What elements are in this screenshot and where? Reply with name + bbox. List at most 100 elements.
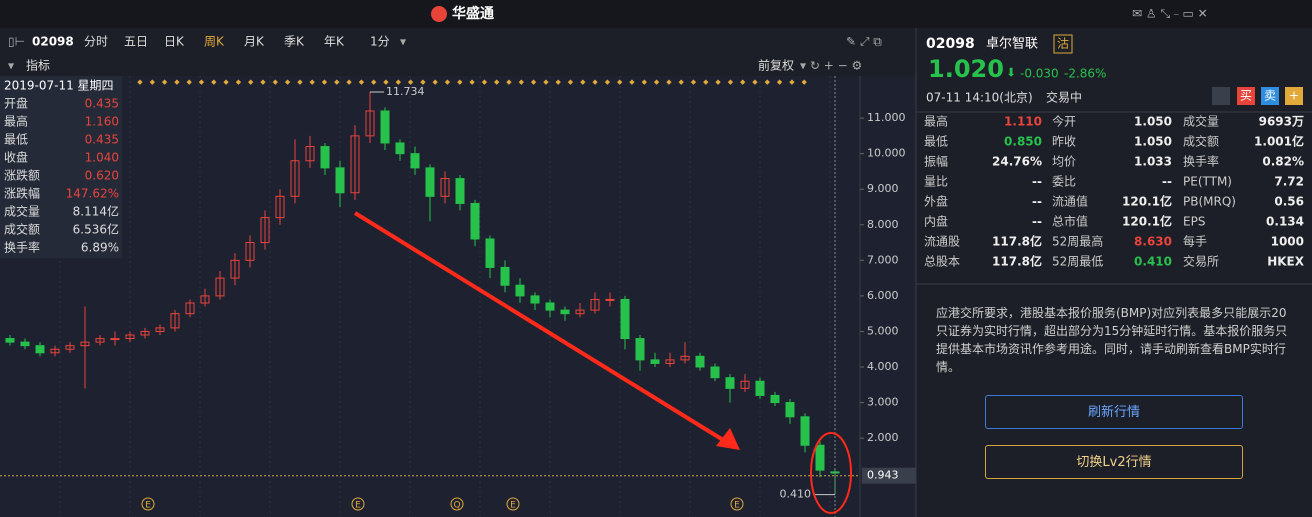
period-tab[interactable]: 分时 [84,35,108,49]
tooltip-value: 0.435 [85,97,119,111]
toolbar-code: 02098 [32,35,74,49]
stat-label: 昨收 [1052,135,1076,149]
candle-body [170,313,180,329]
stat-value: 0.82% [1262,155,1304,169]
sell-label[interactable]: 卖 [1264,89,1276,103]
marker-diamond: ◆ [236,78,242,86]
period-tab[interactable]: 年K [324,35,345,49]
button-label[interactable]: 切换Lv2行情 [1076,455,1152,470]
add-badge[interactable] [1285,87,1303,105]
add-icon[interactable]: + [1289,89,1299,103]
lv2-button[interactable]: 切换Lv2行情 [985,445,1243,479]
candle-body [455,178,465,204]
period-tab[interactable]: 季K [284,35,305,49]
window-icons[interactable]: ✉ ♙ ⤡ ⎯ ▭ ✕ [1132,7,1208,21]
y-tick-label: 3.000 [867,396,899,409]
marker-diamond: ◆ [580,78,586,86]
candle-body [650,359,660,364]
marker-diamond: ◆ [445,78,451,86]
indicator-bar [0,56,916,76]
button-label[interactable]: 刷新行情 [1087,405,1140,420]
candle-body [80,341,90,347]
quote-price: 1.020 [928,55,1004,83]
stat-label: 总市值 [1052,214,1088,229]
candle-body [350,135,360,194]
marker-diamond: ◆ [556,78,562,86]
marker-diamond: ◆ [765,78,771,86]
stat-value: 0.850 [1004,135,1042,149]
adjust-label[interactable]: 前复权 [758,58,794,73]
stat-label: EPS [1183,215,1205,229]
stat-value: 9693万 [1259,115,1304,129]
stat-label: 52周最高 [1052,234,1103,249]
stat-label: 今开 [1052,114,1076,129]
tooltip-value: 8.114亿 [73,204,119,219]
marker-diamond: ◆ [691,78,697,86]
quote-change: -0.030 [1020,67,1059,81]
marker-diamond: ◆ [187,78,193,86]
tooltip-key: 最低 [4,133,28,147]
dropdown-arrow[interactable]: ▾ [8,59,14,73]
period-tab[interactable]: 月K [244,35,265,49]
candle-body [395,142,405,155]
adjust-arrow[interactable]: ▾ ↻ + − ⚙ [800,59,862,73]
stat-value: 0.410 [1134,255,1172,269]
candle-body [125,334,135,340]
stat-label: 最高 [924,114,948,129]
marker-diamond: ◆ [519,78,525,86]
candle-body [710,366,720,379]
marker-diamond: ◆ [543,78,549,86]
bell-icon[interactable] [1212,87,1230,105]
marker-diamond: ◆ [223,78,229,86]
last-price-box [862,467,916,484]
period-tab[interactable]: 1分 [370,35,390,49]
marker-diamond: ◆ [150,78,156,86]
candle-body [665,359,675,364]
candle-body [515,284,525,297]
refresh-button[interactable]: 刷新行情 [985,395,1243,429]
stat-value: 1.110 [1004,115,1042,129]
tab-dropdown[interactable]: ▾ [400,35,406,49]
stat-value: -- [1162,175,1172,189]
tooltip-value: 1.040 [85,151,119,165]
buy-label[interactable]: 买 [1240,89,1252,103]
marker-diamond: ◆ [457,78,463,86]
stat-value: 24.76% [992,155,1042,169]
toolbar [0,28,916,56]
candle-body [140,330,150,336]
marker-diamond: ◆ [605,78,611,86]
tooltip-value: 6.536亿 [73,222,119,237]
stat-label: 每手 [1183,234,1207,249]
marker-diamond: ◆ [703,78,709,86]
y-tick-label: 5.000 [867,324,899,337]
indicator-label[interactable]: 指标 [26,58,50,73]
stat-value: 1000 [1271,235,1304,249]
period-tab[interactable]: 日K [164,35,185,49]
buy-badge[interactable] [1237,87,1255,105]
stat-value: 0.134 [1266,215,1304,229]
stat-value: 1.050 [1134,115,1172,129]
y-tick-label: 4.000 [867,360,899,373]
stat-value: -- [1032,195,1042,209]
marker-diamond: ◆ [728,78,734,86]
candle-body [230,259,240,279]
marker-diamond: ◆ [789,78,795,86]
period-tab[interactable]: 五日 [124,35,148,49]
panel-icon[interactable]: ▯⊢ [8,35,25,49]
tooltip-value: 1.160 [85,115,119,129]
marker-diamond: ◆ [248,78,254,86]
event-letter: E [734,501,740,511]
tool-icons[interactable]: ✎ ⤢ ⧉ [846,35,882,49]
period-tab[interactable]: 周K [204,35,225,49]
y-tick-label: 11.000 [867,111,906,124]
marker-diamond: ◆ [642,78,648,86]
candle-body [290,160,300,197]
title-bar [0,0,1312,28]
candle-body [770,394,780,404]
quote-code: 02098 [926,36,975,52]
stat-value: 1.033 [1134,155,1172,169]
candle-body [485,238,495,268]
sell-badge[interactable] [1261,87,1279,105]
candle-body [740,380,750,389]
